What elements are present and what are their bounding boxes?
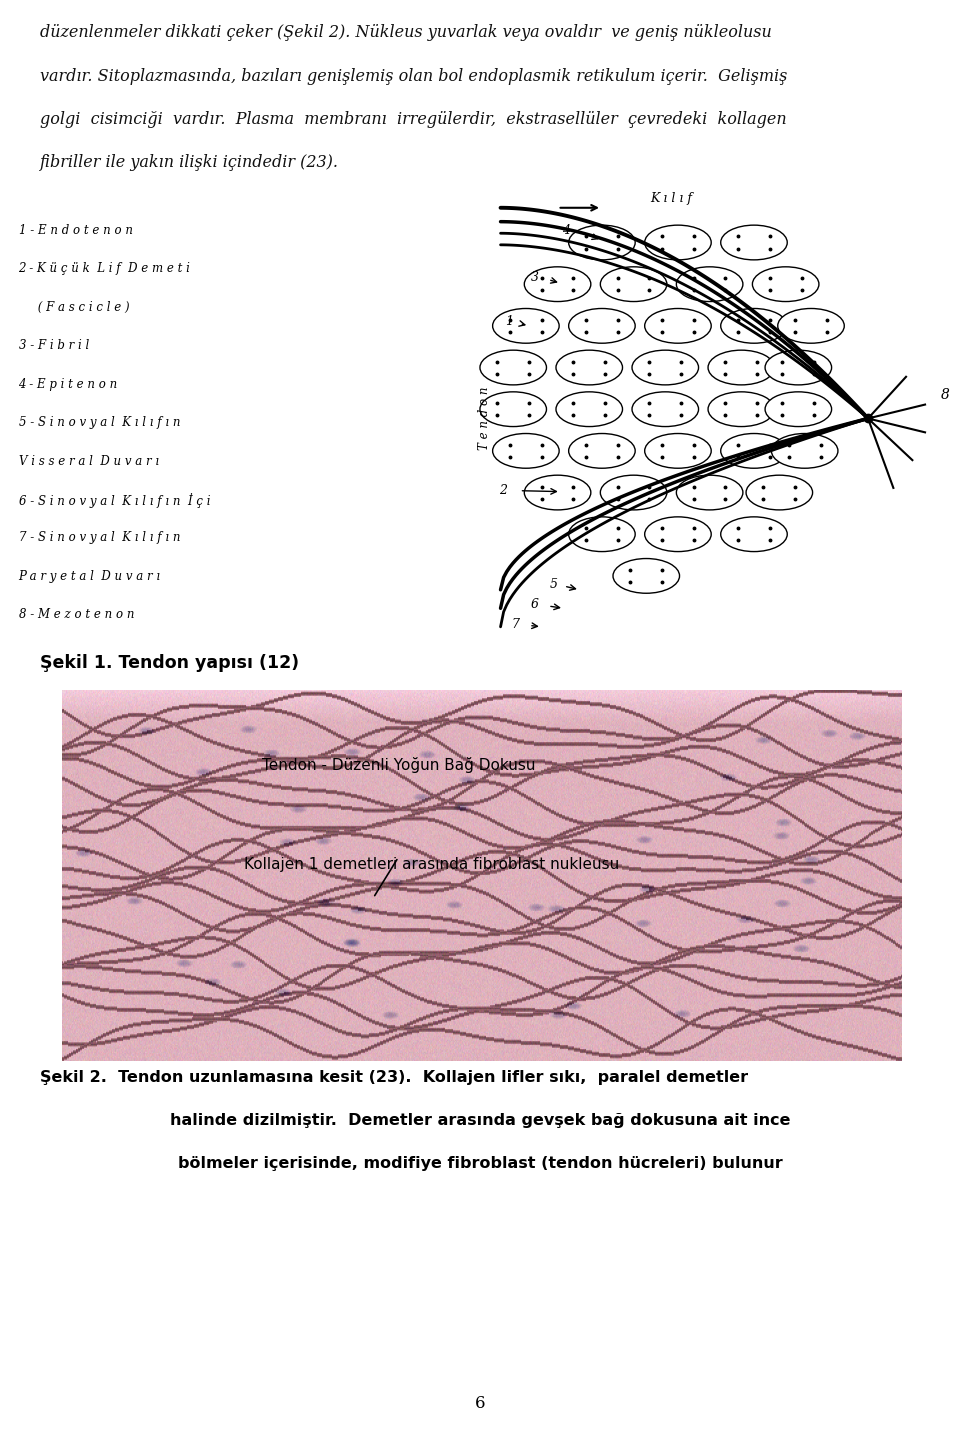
Ellipse shape — [721, 516, 787, 552]
Text: Şekil 1. Tendon yapısı (12): Şekil 1. Tendon yapısı (12) — [40, 654, 300, 673]
Text: 4: 4 — [563, 224, 570, 237]
Text: V i s s e r a l  D u v a r ı: V i s s e r a l D u v a r ı — [18, 454, 158, 467]
Ellipse shape — [765, 351, 831, 385]
Ellipse shape — [677, 475, 743, 510]
Text: Şekil 2.  Tendon uzunlamasına kesit (23).  Kollajen lifler sıkı,  paralel demetl: Şekil 2. Tendon uzunlamasına kesit (23).… — [40, 1070, 749, 1084]
Ellipse shape — [778, 309, 844, 344]
Text: vardır. Sitoplazmasında, bazıları genişlemiş olan bol endoplasmik retikulum içer: vardır. Sitoplazmasında, bazıları genişl… — [40, 68, 788, 85]
Text: T e n d o n: T e n d o n — [478, 387, 492, 450]
Ellipse shape — [765, 391, 831, 427]
Ellipse shape — [556, 391, 622, 427]
Ellipse shape — [645, 309, 711, 344]
Ellipse shape — [708, 351, 775, 385]
Ellipse shape — [721, 433, 787, 469]
Ellipse shape — [632, 391, 699, 427]
Ellipse shape — [480, 351, 546, 385]
Text: 7: 7 — [512, 618, 519, 631]
Text: Kollajen 1 demetleri arasında fibroblast nukleusu: Kollajen 1 demetleri arasında fibroblast… — [245, 857, 619, 873]
Ellipse shape — [613, 558, 680, 594]
Text: ( F a s c i c l e ): ( F a s c i c l e ) — [18, 301, 130, 313]
Text: 6: 6 — [475, 1395, 485, 1412]
Ellipse shape — [721, 226, 787, 260]
Text: 3: 3 — [531, 270, 539, 283]
Text: 5 - S i n o v y a l  K ı l ı f ı n: 5 - S i n o v y a l K ı l ı f ı n — [18, 416, 180, 429]
Ellipse shape — [480, 391, 546, 427]
Ellipse shape — [721, 309, 787, 344]
Text: K ı l ı f: K ı l ı f — [651, 193, 692, 206]
Ellipse shape — [708, 391, 775, 427]
Text: 5: 5 — [549, 578, 558, 591]
Ellipse shape — [645, 226, 711, 260]
Ellipse shape — [568, 433, 636, 469]
Ellipse shape — [556, 351, 622, 385]
Ellipse shape — [568, 226, 636, 260]
Ellipse shape — [746, 475, 812, 510]
Ellipse shape — [568, 309, 636, 344]
Text: 4 - E p i t e n o n: 4 - E p i t e n o n — [18, 378, 118, 391]
Text: P a r y e t a l  D u v a r ı: P a r y e t a l D u v a r ı — [18, 569, 160, 582]
Ellipse shape — [492, 433, 559, 469]
Ellipse shape — [753, 267, 819, 302]
Text: 8: 8 — [941, 388, 949, 403]
Ellipse shape — [492, 309, 559, 344]
Ellipse shape — [568, 516, 636, 552]
Text: 2: 2 — [499, 483, 507, 496]
Text: 2 - K ü ç ü k  L i f  D e m e t i: 2 - K ü ç ü k L i f D e m e t i — [18, 262, 190, 276]
Ellipse shape — [632, 351, 699, 385]
Ellipse shape — [524, 475, 590, 510]
Text: fibriller ile yakın ilişki içindedir (23).: fibriller ile yakın ilişki içindedir (23… — [40, 154, 339, 171]
Text: 6 - S i n o v y a l  K ı l ı f ı n  İ ç i: 6 - S i n o v y a l K ı l ı f ı n İ ç i — [18, 493, 210, 508]
Text: bölmeler içerisinde, modifiye fibroblast (tendon hücreleri) bulunur: bölmeler içerisinde, modifiye fibroblast… — [178, 1156, 782, 1171]
Text: golgi  cisimciği  vardır.  Plasma  membranı  irregülerdir,  ekstrasellüler  çevr: golgi cisimciği vardır. Plasma membranı … — [40, 111, 787, 128]
Text: Tendon - Düzenli Yoğun Bağ Dokusu: Tendon - Düzenli Yoğun Bağ Dokusu — [262, 756, 535, 774]
Ellipse shape — [677, 267, 743, 302]
Text: 6: 6 — [531, 598, 539, 611]
Text: 1: 1 — [505, 315, 514, 328]
Ellipse shape — [645, 433, 711, 469]
Text: 7 - S i n o v y a l  K ı l ı f ı n: 7 - S i n o v y a l K ı l ı f ı n — [18, 532, 180, 545]
Text: 3 - F i b r i l: 3 - F i b r i l — [18, 339, 88, 352]
Text: 8 - M e z o t e n o n: 8 - M e z o t e n o n — [18, 608, 134, 621]
Ellipse shape — [600, 475, 667, 510]
Ellipse shape — [600, 267, 667, 302]
Text: düzenlenmeler dikkati çeker (Şekil 2). Nükleus yuvarlak veya ovaldır  ve geniş n: düzenlenmeler dikkati çeker (Şekil 2). N… — [40, 24, 772, 42]
Ellipse shape — [772, 433, 838, 469]
Text: 1 - E n d o t e n o n: 1 - E n d o t e n o n — [18, 224, 132, 237]
Ellipse shape — [645, 516, 711, 552]
Text: halinde dizilmiştir.  Demetler arasında gevşek bağ dokusuna ait ince: halinde dizilmiştir. Demetler arasında g… — [170, 1113, 790, 1127]
Ellipse shape — [524, 267, 590, 302]
